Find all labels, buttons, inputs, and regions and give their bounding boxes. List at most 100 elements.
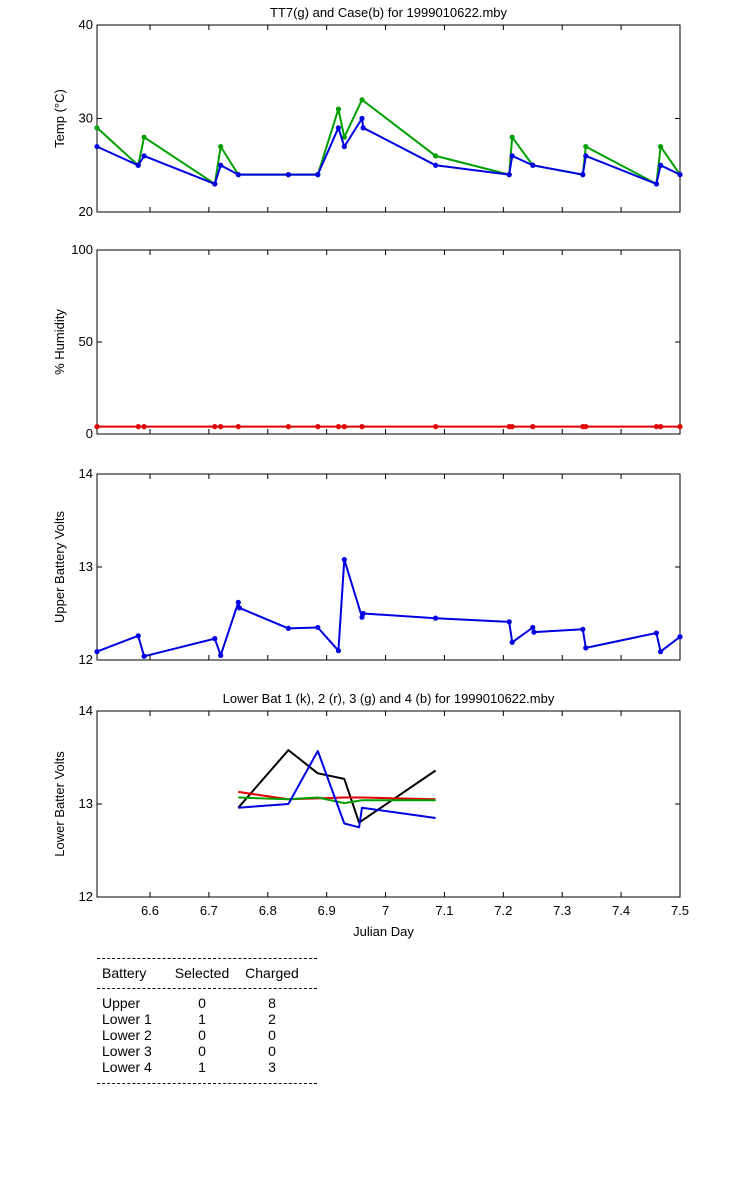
table-bottom-rule — [97, 1083, 317, 1084]
row-charged: 0 — [268, 1027, 276, 1043]
data-point — [530, 162, 536, 168]
battery-table: Battery Selected Charged Upper 0 8 Lower… — [97, 958, 317, 1084]
data-point — [360, 125, 366, 131]
data-point — [335, 125, 342, 131]
data-point — [580, 626, 586, 632]
data-point — [315, 172, 321, 178]
data-point — [657, 649, 664, 655]
data-point — [583, 424, 589, 430]
series-line — [238, 750, 436, 829]
header-battery: Battery — [102, 965, 147, 981]
x-tick-label: 7.4 — [612, 903, 630, 918]
table-header-row: Battery Selected Charged — [97, 965, 317, 981]
data-point — [657, 424, 664, 430]
row-charged: 2 — [268, 1011, 276, 1027]
data-point — [509, 134, 515, 140]
plot-frame — [96, 473, 681, 661]
data-point — [657, 162, 664, 168]
row-battery: Lower 2 — [102, 1027, 152, 1043]
data-point — [135, 633, 141, 639]
row-battery: Upper — [102, 995, 141, 1011]
data-point — [141, 153, 147, 159]
chart-title: Lower Bat 1 (k), 2 (r), 3 (g) and 4 (b) … — [223, 691, 555, 706]
data-point — [94, 143, 100, 150]
chart-panel-3: 12 13 14 Upper Battery Volts — [52, 466, 683, 667]
plot-frame — [96, 24, 681, 213]
data-point — [677, 634, 683, 640]
data-point — [580, 172, 586, 178]
y-tick-label: 0 — [86, 426, 93, 441]
y-tick-label: 14 — [79, 703, 93, 718]
x-tick-label: 6.8 — [259, 903, 277, 918]
table-row: Lower 3 0 0 — [97, 1043, 317, 1059]
data-point — [341, 134, 347, 140]
data-point — [509, 153, 515, 159]
x-tick-label: 6.9 — [318, 903, 336, 918]
y-tick-label: 50 — [79, 334, 93, 349]
x-tick-label: 7.1 — [435, 903, 453, 918]
series-line — [96, 558, 681, 658]
data-point — [212, 424, 218, 430]
data-point — [218, 143, 224, 150]
chart-panel-4: Lower Bat 1 (k), 2 (r), 3 (g) and 4 (b) … — [52, 691, 689, 939]
y-tick-label: 12 — [79, 652, 93, 667]
data-point — [94, 125, 100, 131]
table-row: Lower 1 1 2 — [97, 1011, 317, 1027]
y-tick-label: 13 — [79, 796, 93, 811]
x-tick-label: 7 — [382, 903, 389, 918]
data-point — [285, 424, 291, 430]
data-point — [506, 172, 512, 178]
series-line — [237, 749, 437, 824]
data-point — [141, 424, 147, 430]
data-point — [506, 619, 512, 625]
data-point — [218, 162, 224, 168]
data-point — [315, 624, 321, 631]
data-point — [657, 143, 664, 150]
y-tick-label: 12 — [79, 889, 93, 904]
data-point — [359, 97, 365, 103]
y-axis-label: % Humidity — [52, 309, 67, 375]
data-point — [341, 424, 347, 430]
series-line — [238, 796, 436, 805]
chart-title: TT7(g) and Case(b) for 1999010622.mby — [270, 5, 508, 20]
x-tick-label: 7.5 — [671, 903, 689, 918]
data-point — [235, 172, 241, 178]
data-point — [360, 610, 366, 617]
data-point — [677, 424, 683, 430]
data-point — [335, 424, 342, 430]
data-point — [212, 636, 218, 642]
data-point — [315, 424, 321, 430]
header-charged: Charged — [245, 965, 299, 981]
data-point — [94, 649, 100, 655]
row-battery: Lower 1 — [102, 1011, 152, 1027]
table-row: Upper 0 8 — [97, 995, 317, 1011]
data-point — [212, 181, 218, 187]
data-point — [530, 424, 536, 430]
chart-panel-1: TT7(g) and Case(b) for 1999010622.mby 20 3… — [52, 5, 683, 219]
data-point — [509, 639, 515, 645]
table-body: Upper 0 8 Lower 1 1 2 Lower 2 0 0 Lower … — [97, 995, 317, 1075]
row-selected: 0 — [198, 1027, 206, 1043]
y-axis-label: Lower Batter Volts — [52, 751, 67, 857]
y-tick-label: 30 — [79, 111, 93, 126]
row-selected: 1 — [198, 1059, 206, 1075]
chart-panel-2: 0 50 100 % Humidity — [52, 242, 683, 441]
x-tick-label: 7.3 — [553, 903, 571, 918]
data-point — [218, 424, 224, 430]
header-selected: Selected — [174, 965, 230, 981]
x-axis-label: Julian Day — [353, 924, 414, 939]
data-point — [583, 645, 589, 651]
data-point — [509, 424, 515, 430]
data-point — [341, 556, 347, 563]
data-point — [141, 134, 147, 140]
data-point — [653, 181, 660, 187]
y-tick-label: 20 — [79, 204, 93, 219]
row-charged: 0 — [268, 1043, 276, 1059]
row-selected: 1 — [198, 1011, 206, 1027]
x-tick-label: 7.2 — [494, 903, 512, 918]
data-point — [583, 153, 589, 159]
y-tick-label: 14 — [79, 466, 93, 481]
table-row: Lower 4 1 3 — [97, 1059, 317, 1075]
row-battery: Lower 4 — [102, 1059, 152, 1075]
